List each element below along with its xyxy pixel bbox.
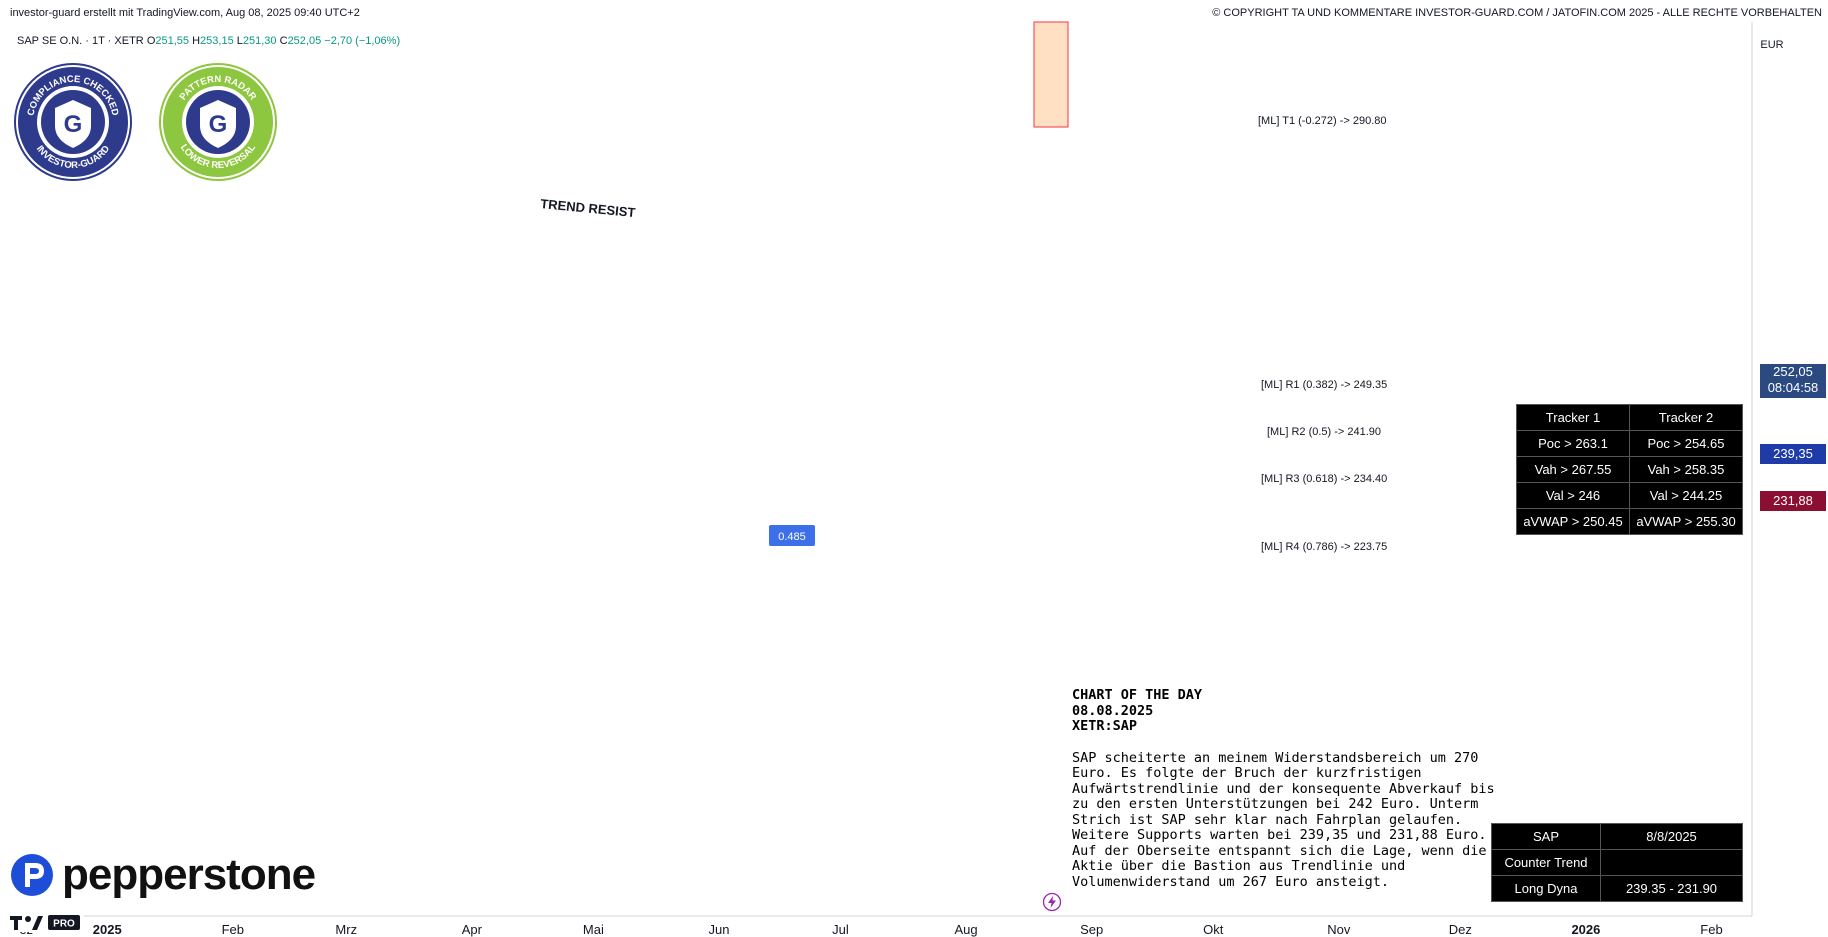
tracker-cell: Poc > 263.1 xyxy=(1516,430,1630,457)
x-tick-label: Feb xyxy=(222,922,244,937)
low-value: 251,30 xyxy=(242,35,277,47)
table-row: aVWAP > 250.45 aVWAP > 255.30 xyxy=(1516,508,1743,535)
header-right: © COPYRIGHT TA UND KOMMENTARE INVESTOR-G… xyxy=(1212,7,1822,19)
tradingview-logo-icon[interactable]: PRO xyxy=(8,912,84,932)
info-cell: SAP xyxy=(1491,823,1601,850)
info-cell: 239.35 - 231.90 xyxy=(1600,875,1743,902)
note-symbol: XETR:SAP xyxy=(1072,718,1138,734)
note-title: CHART OF THE DAY xyxy=(1072,687,1203,703)
info-cell xyxy=(1600,849,1743,876)
ratio-tag-box xyxy=(769,525,815,546)
x-tick-label: 2025 xyxy=(93,922,122,937)
chart-annotations: TREND RESIST[ML] Point A[ML] Point B[ML]… xyxy=(540,115,1388,553)
tracker-cell: Val > 244.25 xyxy=(1629,482,1743,509)
last-price-label: 252,05 08:04:58 xyxy=(1760,364,1826,398)
support2-price-label: 231,88 xyxy=(1760,491,1826,511)
currency-label: EUR xyxy=(1760,39,1783,51)
x-tick-label: Okt xyxy=(1203,922,1224,937)
ml-r3-label: [ML] R3 (0.618) -> 234.40 xyxy=(1261,473,1387,485)
open-label: O xyxy=(146,35,156,47)
high-label: H xyxy=(192,35,201,47)
volume-box xyxy=(1033,21,1069,128)
pepperstone-logo-icon xyxy=(11,854,53,896)
ml-t1-label: [ML] T1 (-0.272) -> 290.80 xyxy=(1258,115,1387,127)
trend-resist-label: TREND RESIST xyxy=(540,196,636,220)
pepperstone-wordmark: pepperstone xyxy=(62,850,316,899)
x-tick-label: Mrz xyxy=(335,922,357,937)
tracker-header: Tracker 1 xyxy=(1516,404,1630,431)
ml-r1-label: [ML] R1 (0.382) -> 249.35 xyxy=(1261,379,1387,391)
tracker-cell: Vah > 258.35 xyxy=(1629,456,1743,483)
x-tick-label: Sep xyxy=(1080,922,1103,937)
tracker-table: Tracker 1 Tracker 2 Poc > 263.1 Poc > 25… xyxy=(1516,404,1743,535)
x-tick-label: Apr xyxy=(462,922,483,937)
x-tick-label: Aug xyxy=(955,922,978,937)
tracker-cell: Vah > 267.55 xyxy=(1516,456,1630,483)
close-label: C xyxy=(279,35,288,47)
table-row: Long Dyna 239.35 - 231.90 xyxy=(1491,875,1743,902)
pattern-radar-badge: G PATTERN RADAR LOWER REVERSAL xyxy=(159,63,277,181)
last-price-time: 08:04:58 xyxy=(1767,380,1819,395)
target-zone-box xyxy=(1033,21,1069,128)
table-row: Counter Trend xyxy=(1491,849,1743,876)
last-price-value: 252,05 xyxy=(1773,364,1813,379)
note-date: 08.08.2025 xyxy=(1072,702,1154,719)
tracker-cell: Val > 246 xyxy=(1516,482,1630,509)
info-cell: Counter Trend xyxy=(1491,849,1601,876)
lightning-icon[interactable] xyxy=(1042,892,1062,912)
g-letter: G xyxy=(64,111,83,138)
table-row: SAP 8/8/2025 xyxy=(1491,823,1743,850)
x-tick-label: Mai xyxy=(583,922,604,937)
change-value: −2,70 (−1,06%) xyxy=(324,35,401,47)
tracker-cell: aVWAP > 255.30 xyxy=(1629,508,1743,535)
table-row: Poc > 263.1 Poc > 254.65 xyxy=(1516,430,1743,457)
x-tick-label: Jun xyxy=(708,922,729,937)
low-label: L xyxy=(236,35,243,47)
ml-r2-label: [ML] R2 (0.5) -> 241.90 xyxy=(1267,426,1381,438)
close-value: 252,05 xyxy=(287,35,322,47)
ratio-tag-label: 0.485 xyxy=(778,531,806,543)
x-tick-label: Feb xyxy=(1700,922,1722,937)
x-tick-label: 2026 xyxy=(1571,922,1600,937)
chart-of-the-day-note: CHART OF THE DAY 08.08.2025 XETR:SAP SAP… xyxy=(1072,687,1512,890)
tracker-header-row: Tracker 1 Tracker 2 xyxy=(1516,404,1743,431)
x-tick-label: Jul xyxy=(832,922,849,937)
open-value: 251,55 xyxy=(155,35,190,47)
tracker-cell: Poc > 254.65 xyxy=(1629,430,1743,457)
ml-r4-label: [ML] R4 (0.786) -> 223.75 xyxy=(1261,541,1387,553)
symbol-name[interactable]: SAP SE O.N. · 1T · XETR xyxy=(17,35,144,47)
table-row: Vah > 267.55 Vah > 258.35 xyxy=(1516,456,1743,483)
g-letter: G xyxy=(209,111,228,138)
info-table: SAP 8/8/2025 Counter Trend Long Dyna 239… xyxy=(1491,823,1743,902)
note-body: SAP scheiterte an meinem Widerstandsbere… xyxy=(1072,749,1495,890)
info-cell: 8/8/2025 xyxy=(1600,823,1743,850)
high-value: 253,15 xyxy=(200,35,234,47)
table-row: Val > 246 Val > 244.25 xyxy=(1516,482,1743,509)
tracker-header: Tracker 2 xyxy=(1629,404,1743,431)
tracker-cell: aVWAP > 250.45 xyxy=(1516,508,1630,535)
support1-price-label: 239,35 xyxy=(1760,444,1826,464)
x-tick-label: Dez xyxy=(1449,922,1472,937)
tv-pro-label: PRO xyxy=(53,919,75,930)
compliance-checked-badge: G COMPLIANCE CHECKED INVESTOR-GUARD xyxy=(14,63,132,181)
x-tick-label: Nov xyxy=(1327,922,1351,937)
symbol-bar: SAP SE O.N. · 1T · XETR O251,55 H253,15 … xyxy=(17,35,400,47)
info-cell: Long Dyna xyxy=(1491,875,1601,902)
header-left: investor-guard erstellt mit TradingView.… xyxy=(10,7,360,19)
